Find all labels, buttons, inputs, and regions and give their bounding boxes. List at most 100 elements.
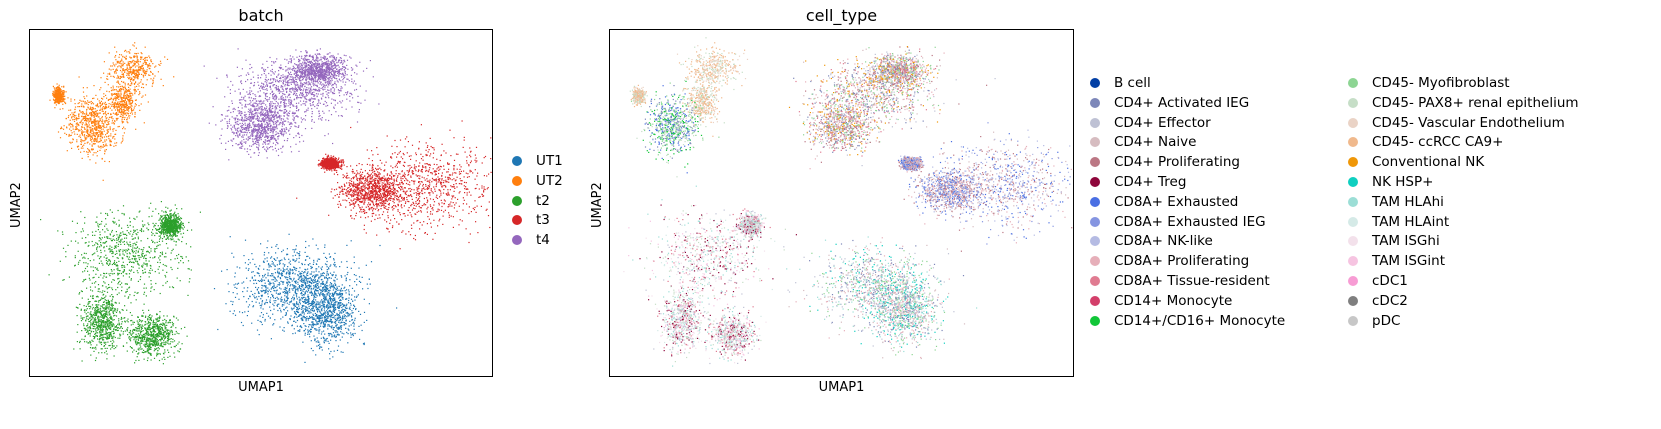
batch-plot-area xyxy=(29,29,493,377)
legend-label: t4 xyxy=(536,232,550,248)
legend-marker xyxy=(1348,276,1358,286)
legend-label: CD45- ccRCC CA9+ xyxy=(1372,134,1503,150)
legend-label: CD45- Vascular Endothelium xyxy=(1372,115,1565,131)
legend-item-t2: t2 xyxy=(512,193,550,209)
legend-marker xyxy=(1090,97,1100,108)
legend-label: CD4+ Activated IEG xyxy=(1114,95,1249,111)
legend-marker xyxy=(512,156,522,166)
legend-label: UT1 xyxy=(536,153,563,169)
legend-label: UT2 xyxy=(536,173,563,189)
cluster-bottom-left xyxy=(40,201,201,365)
legend-marker xyxy=(1348,196,1358,207)
legend-marker xyxy=(1348,137,1358,148)
legend-label: TAM HLAint xyxy=(1372,214,1449,230)
legend-marker xyxy=(512,195,522,206)
legend-item-b-cell: B cell xyxy=(1090,75,1151,91)
batch-legend: UT1 UT2 t2 t3 t4 xyxy=(512,153,592,263)
cell-type-plot-area xyxy=(609,29,1074,377)
legend-item-nk-hsp: NK HSP+ xyxy=(1348,174,1433,190)
legend-marker xyxy=(1090,256,1100,267)
legend-label: CD4+ Naive xyxy=(1114,134,1196,150)
legend-label: CD14+/CD16+ Monocyte xyxy=(1114,313,1285,329)
legend-marker xyxy=(1348,315,1358,326)
cell-type-x-axis-label: UMAP1 xyxy=(609,380,1074,395)
legend-item-cd8a-proliferating: CD8A+ Proliferating xyxy=(1090,253,1249,269)
legend-item-cd4-naive: CD4+ Naive xyxy=(1090,134,1196,150)
cluster-right xyxy=(296,120,492,250)
legend-item-t4: t4 xyxy=(512,232,550,248)
legend-item-cd14-monocyte: CD14+ Monocyte xyxy=(1090,293,1232,309)
legend-marker xyxy=(1090,216,1100,227)
legend-item-tam-isghi: TAM ISGhi xyxy=(1348,233,1440,249)
cell-type-title: cell_type xyxy=(609,6,1074,25)
legend-marker xyxy=(1348,216,1358,227)
legend-item-cd8a-exhausted-ieg: CD8A+ Exhausted IEG xyxy=(1090,214,1266,230)
batch-scatter xyxy=(40,42,492,365)
legend-marker xyxy=(1090,196,1100,207)
legend-marker xyxy=(1090,78,1100,88)
legend-label: CD8A+ Proliferating xyxy=(1114,253,1249,269)
batch-title: batch xyxy=(29,6,493,25)
cluster-top-middle xyxy=(788,46,996,170)
cluster-top-left-lower xyxy=(57,76,130,181)
legend-item-tam-hlahi: TAM HLAhi xyxy=(1348,194,1444,210)
legend-item-cdc1: cDC1 xyxy=(1348,273,1408,289)
legend-item-cd45-ccrcc-ca9: CD45- ccRCC CA9+ xyxy=(1348,134,1503,150)
cluster-bottom-left xyxy=(623,185,805,367)
legend-marker xyxy=(1090,157,1100,168)
legend-item-cd8a-nk-like: CD8A+ NK-like xyxy=(1090,233,1213,249)
legend-item-cd4-treg: CD4+ Treg xyxy=(1090,174,1186,190)
legend-label: cDC1 xyxy=(1372,273,1408,289)
legend-marker xyxy=(1090,295,1100,306)
cell-type-scatter xyxy=(623,37,1073,367)
legend-marker xyxy=(1090,276,1100,286)
legend-label: CD4+ Treg xyxy=(1114,174,1186,190)
legend-label: Conventional NK xyxy=(1372,154,1484,170)
legend-label: B cell xyxy=(1114,75,1151,91)
legend-label: CD8A+ Tissue-resident xyxy=(1114,273,1270,289)
legend-marker xyxy=(512,175,522,186)
legend-item-cd4-proliferating: CD4+ Proliferating xyxy=(1090,154,1240,170)
legend-marker xyxy=(1090,137,1100,148)
legend-label: cDC2 xyxy=(1372,293,1408,309)
legend-item-cd4-activated-ieg: CD4+ Activated IEG xyxy=(1090,95,1249,111)
legend-item-cd14-cd16-monocyte: CD14+/CD16+ Monocyte xyxy=(1090,313,1285,329)
legend-item-ut2: UT2 xyxy=(512,173,563,189)
legend-label: CD8A+ Exhausted xyxy=(1114,194,1238,210)
legend-marker xyxy=(1348,97,1358,108)
legend-label: NK HSP+ xyxy=(1372,174,1433,190)
legend-item-tam-hlaint: TAM HLAint xyxy=(1348,214,1449,230)
legend-marker xyxy=(1348,157,1358,168)
legend-label: t3 xyxy=(536,212,550,228)
legend-item-cd45-pax8-renal-epithelium: CD45- PAX8+ renal epithelium xyxy=(1348,95,1579,111)
cluster-right xyxy=(897,84,1073,252)
legend-label: CD45- PAX8+ renal epithelium xyxy=(1372,95,1579,111)
legend-marker xyxy=(1348,256,1358,267)
legend-item-conventional-nk: Conventional NK xyxy=(1348,154,1484,170)
cluster-top-left-upper xyxy=(629,37,749,137)
legend-label: CD4+ Effector xyxy=(1114,115,1211,131)
legend-item-tam-isgint: TAM ISGint xyxy=(1348,253,1445,269)
legend-marker xyxy=(1348,78,1358,88)
cluster-bottom-middle xyxy=(786,236,978,360)
legend-marker xyxy=(1348,117,1358,128)
legend-marker xyxy=(512,215,522,226)
legend-item-cd8a-exhausted: CD8A+ Exhausted xyxy=(1090,194,1238,210)
legend-item-cd45-vascular-endothelium: CD45- Vascular Endothelium xyxy=(1348,115,1565,131)
legend-label: CD4+ Proliferating xyxy=(1114,154,1240,170)
cell-type-y-axis-label: UMAP2 xyxy=(590,182,605,228)
batch-y-axis-label: UMAP2 xyxy=(9,182,24,228)
legend-label: CD8A+ NK-like xyxy=(1114,233,1213,249)
cluster-top-middle xyxy=(203,48,380,161)
batch-x-axis-label: UMAP1 xyxy=(29,380,493,395)
cluster-top-left-lower xyxy=(630,80,720,178)
legend-marker xyxy=(1348,177,1358,187)
legend-marker xyxy=(1348,236,1358,247)
cluster-top-left-upper xyxy=(49,42,175,130)
cluster-bottom-middle xyxy=(213,233,398,363)
legend-marker xyxy=(1090,315,1100,326)
legend-label: TAM ISGint xyxy=(1372,253,1445,269)
legend-marker xyxy=(1090,236,1100,247)
legend-item-t3: t3 xyxy=(512,212,550,228)
legend-label: CD45- Myofibroblast xyxy=(1372,75,1510,91)
